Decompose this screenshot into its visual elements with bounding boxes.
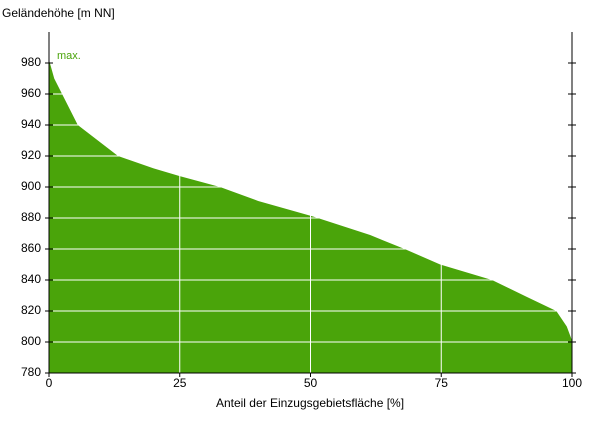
y-tick-label: 800 bbox=[21, 334, 41, 348]
y-tick-label: 820 bbox=[21, 303, 41, 317]
annotation: max. bbox=[57, 50, 81, 62]
y-tick-label: 960 bbox=[21, 86, 41, 100]
y-tick-label: 940 bbox=[21, 117, 41, 131]
y-tick-label: 860 bbox=[21, 241, 41, 255]
y-axis-title: Geländehöhe [m NN] bbox=[2, 6, 115, 20]
x-tick-label: 100 bbox=[562, 376, 582, 390]
x-tick-label: 0 bbox=[46, 376, 53, 390]
y-tick-label: 920 bbox=[21, 148, 41, 162]
x-tick-label: 25 bbox=[173, 376, 187, 390]
y-tick-label: 780 bbox=[21, 365, 41, 379]
y-tick-label: 980 bbox=[21, 55, 41, 69]
y-tick-label: 840 bbox=[21, 272, 41, 286]
x-axis-title: Anteil der Einzugsgebietsfläche [%] bbox=[216, 396, 404, 410]
x-tick-label: 75 bbox=[435, 376, 449, 390]
x-tick-label: 50 bbox=[304, 376, 318, 390]
y-tick-label: 900 bbox=[21, 179, 41, 193]
y-tick-label: 880 bbox=[21, 210, 41, 224]
